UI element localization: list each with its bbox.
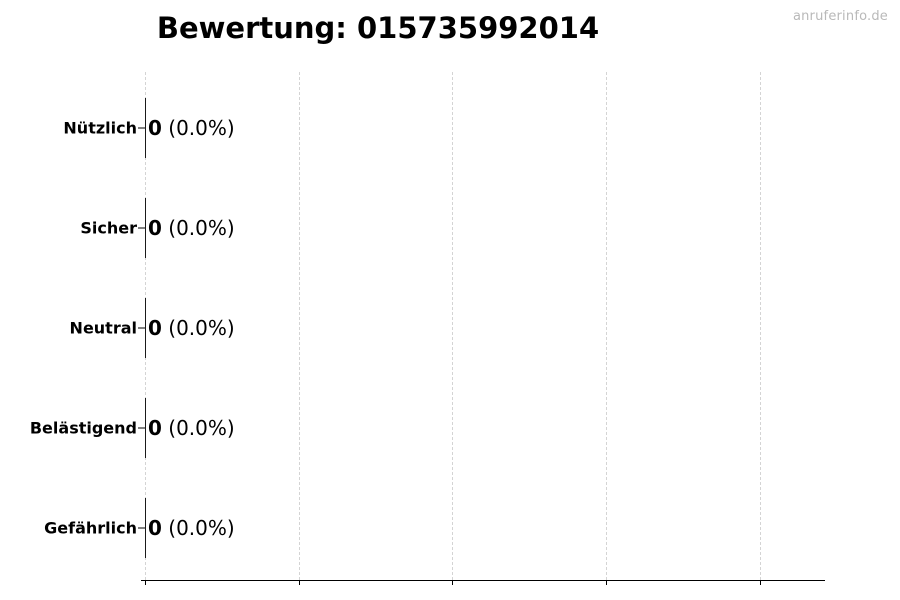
bar-value-percent: (0.0%) (161, 316, 235, 340)
bar-belästigend (145, 398, 146, 458)
bar-nützlich (145, 98, 146, 158)
bar-value-percent: (0.0%) (161, 116, 235, 140)
y-axis-tick-3 (138, 427, 145, 429)
gridline-1 (299, 72, 300, 580)
category-label-sicher: Sicher (80, 218, 137, 238)
x-axis-line (141, 580, 825, 581)
bar-value-label: 0 (0.0%) (148, 116, 235, 140)
gridline-3 (606, 72, 607, 580)
category-label-nützlich: Nützlich (63, 118, 137, 138)
bar-value-label: 0 (0.0%) (148, 316, 235, 340)
y-axis-tick-2 (138, 327, 145, 329)
y-axis-tick-4 (138, 527, 145, 529)
category-label-gefährlich: Gefährlich (44, 518, 137, 538)
bar-value-count: 0 (148, 316, 162, 340)
bar-value-count: 0 (148, 116, 162, 140)
bar-value-label: 0 (0.0%) (148, 516, 235, 540)
gridline-4 (760, 72, 761, 580)
category-label-neutral: Neutral (69, 318, 137, 338)
site-watermark: anruferinfo.de (792, 9, 888, 24)
bar-value-count: 0 (148, 216, 162, 240)
bar-value-percent: (0.0%) (161, 516, 235, 540)
y-axis-tick-1 (138, 227, 145, 229)
x-axis-tick-2 (452, 580, 453, 585)
bar-gefährlich (145, 498, 146, 558)
x-axis-tick-0 (145, 580, 146, 585)
bar-value-percent: (0.0%) (161, 416, 235, 440)
x-axis-tick-4 (760, 580, 761, 585)
bar-sicher (145, 198, 146, 258)
category-label-belästigend: Belästigend (29, 418, 137, 438)
bar-value-label: 0 (0.0%) (148, 416, 235, 440)
x-axis-tick-1 (299, 580, 300, 585)
bar-neutral (145, 298, 146, 358)
bar-value-count: 0 (148, 516, 162, 540)
bar-value-label: 0 (0.0%) (148, 216, 235, 240)
y-axis-tick-0 (138, 127, 145, 129)
page-title: Bewertung: 015735992014 (156, 11, 600, 45)
x-axis-tick-3 (606, 580, 607, 585)
plot-area (145, 72, 825, 580)
gridline-2 (452, 72, 453, 580)
bar-value-count: 0 (148, 416, 162, 440)
bar-value-percent: (0.0%) (161, 216, 235, 240)
